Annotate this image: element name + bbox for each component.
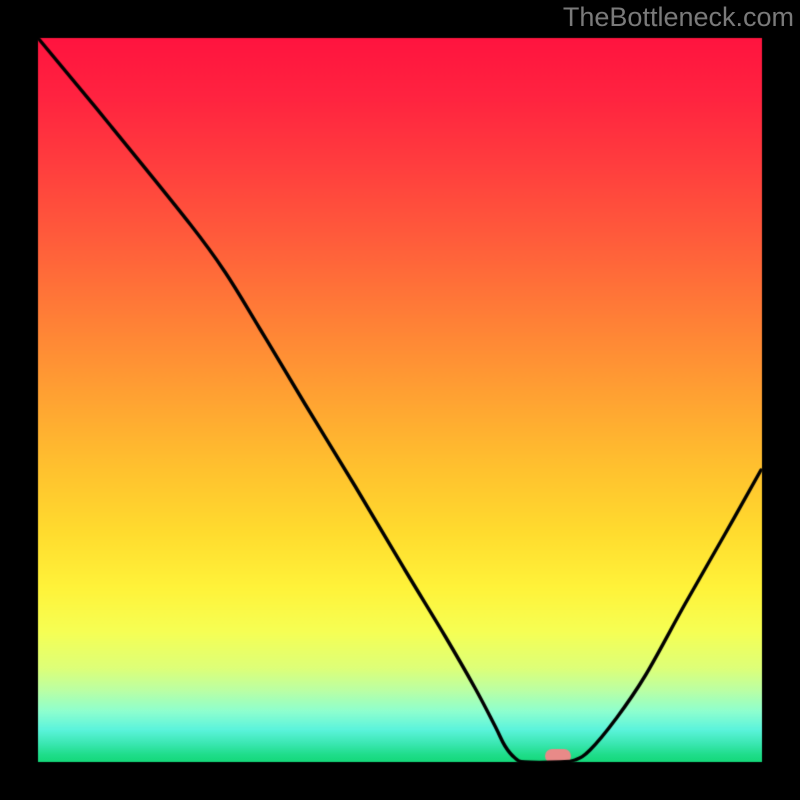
- chart-root: TheBottleneck.com: [0, 0, 800, 800]
- bottleneck-curve-layer: [0, 0, 800, 800]
